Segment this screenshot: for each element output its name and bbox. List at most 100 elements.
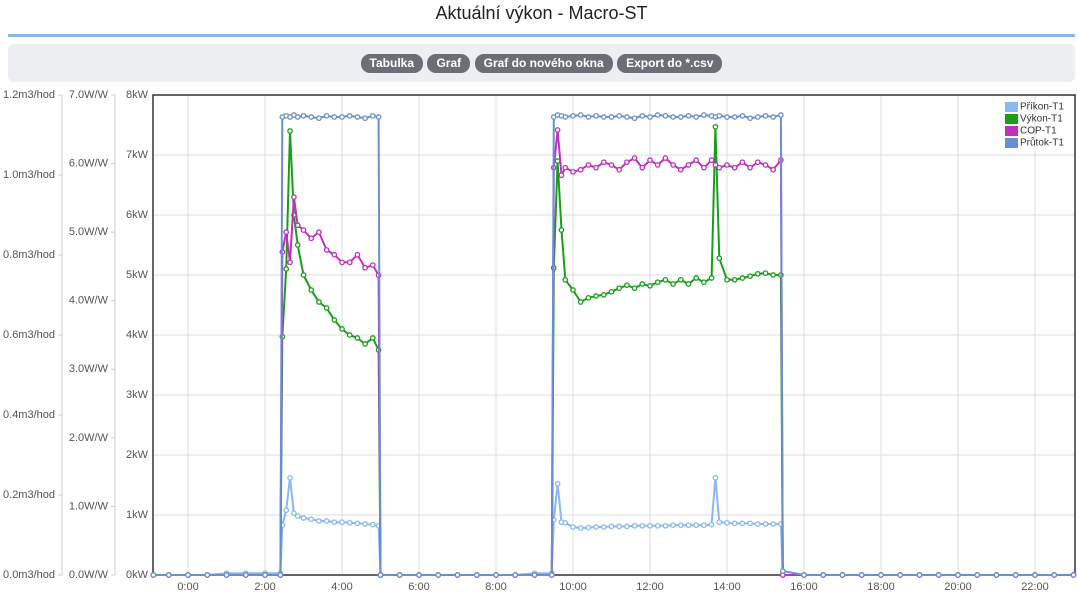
- point: [701, 112, 707, 118]
- x-tick-label: 2:00: [254, 581, 275, 593]
- point: [993, 572, 1000, 578]
- point: [331, 114, 338, 120]
- point: [747, 115, 753, 122]
- point: [839, 572, 846, 578]
- point: [716, 164, 723, 171]
- point: [283, 507, 290, 514]
- point: [369, 335, 376, 341]
- point: [654, 162, 661, 168]
- point: [685, 281, 692, 287]
- point: [548, 572, 555, 578]
- point: [770, 272, 777, 278]
- point: [294, 114, 301, 120]
- point: [747, 520, 753, 527]
- legend-label: Průtok-T1: [1020, 137, 1064, 149]
- point: [454, 572, 461, 578]
- point: [654, 522, 661, 529]
- point: [685, 522, 692, 529]
- point: [473, 572, 480, 578]
- point: [1051, 572, 1058, 578]
- x-tick-label: 16:00: [790, 581, 818, 593]
- point: [647, 157, 653, 163]
- point: [577, 299, 584, 305]
- point: [323, 518, 330, 524]
- point: [701, 279, 707, 286]
- point: [955, 572, 961, 578]
- y-tick-label: 1kW: [126, 509, 149, 521]
- y-tick-label: 0.6m3/hod: [3, 329, 55, 341]
- point: [677, 114, 684, 120]
- point: [739, 159, 746, 166]
- point: [294, 513, 301, 520]
- point: [878, 572, 884, 578]
- button[interactable]: Graf: [427, 54, 471, 73]
- point: [677, 276, 684, 283]
- point: [308, 516, 315, 523]
- point: [346, 259, 353, 266]
- point: [493, 572, 499, 578]
- point: [339, 114, 345, 120]
- y-tick-label: 4.0W/W: [69, 295, 109, 307]
- point: [647, 522, 653, 529]
- point: [624, 159, 630, 166]
- point: [554, 480, 561, 487]
- point: [779, 568, 786, 574]
- point: [600, 114, 607, 120]
- point: [716, 255, 723, 262]
- legend-swatch: [1005, 126, 1018, 136]
- y-tick-label: 3kW: [126, 389, 149, 401]
- point: [531, 572, 538, 578]
- point: [724, 114, 730, 120]
- point: [778, 112, 784, 118]
- point: [562, 276, 569, 283]
- point: [570, 287, 576, 293]
- point: [204, 572, 211, 578]
- point: [346, 519, 353, 526]
- point: [287, 259, 293, 266]
- point: [693, 522, 700, 529]
- point: [685, 162, 692, 168]
- point: [346, 332, 353, 338]
- point: [562, 519, 569, 526]
- point: [283, 229, 290, 235]
- point: [369, 262, 376, 268]
- point: [362, 264, 368, 271]
- point: [762, 112, 769, 119]
- legend-label: Příkon-T1: [1020, 102, 1064, 113]
- point: [693, 275, 700, 281]
- point: [396, 572, 403, 578]
- point: [577, 525, 584, 532]
- point: [631, 522, 638, 529]
- point: [323, 305, 330, 311]
- point: [294, 242, 301, 248]
- point: [693, 114, 700, 120]
- x-tick-label: 14:00: [713, 581, 741, 593]
- point: [858, 572, 865, 578]
- point: [287, 128, 293, 134]
- point: [300, 515, 307, 521]
- point: [600, 159, 607, 166]
- y-tick-label: 0kW: [126, 569, 149, 581]
- button[interactable]: Graf do nového okna: [474, 54, 613, 73]
- point: [242, 572, 249, 578]
- point: [662, 155, 669, 161]
- button[interactable]: Export do *.csv: [617, 54, 723, 73]
- legend-swatch: [1005, 114, 1018, 124]
- point: [375, 114, 382, 120]
- point: [558, 172, 565, 179]
- x-tick-label: 6:00: [408, 581, 429, 593]
- point: [323, 247, 330, 253]
- point: [654, 112, 661, 118]
- button[interactable]: Tabulka: [360, 54, 424, 73]
- point: [562, 164, 569, 171]
- point: [935, 572, 942, 578]
- point: [300, 112, 307, 119]
- point: [308, 114, 315, 120]
- point: [916, 572, 923, 578]
- point: [708, 521, 715, 528]
- point: [331, 519, 338, 526]
- point: [639, 522, 646, 529]
- point: [600, 524, 607, 530]
